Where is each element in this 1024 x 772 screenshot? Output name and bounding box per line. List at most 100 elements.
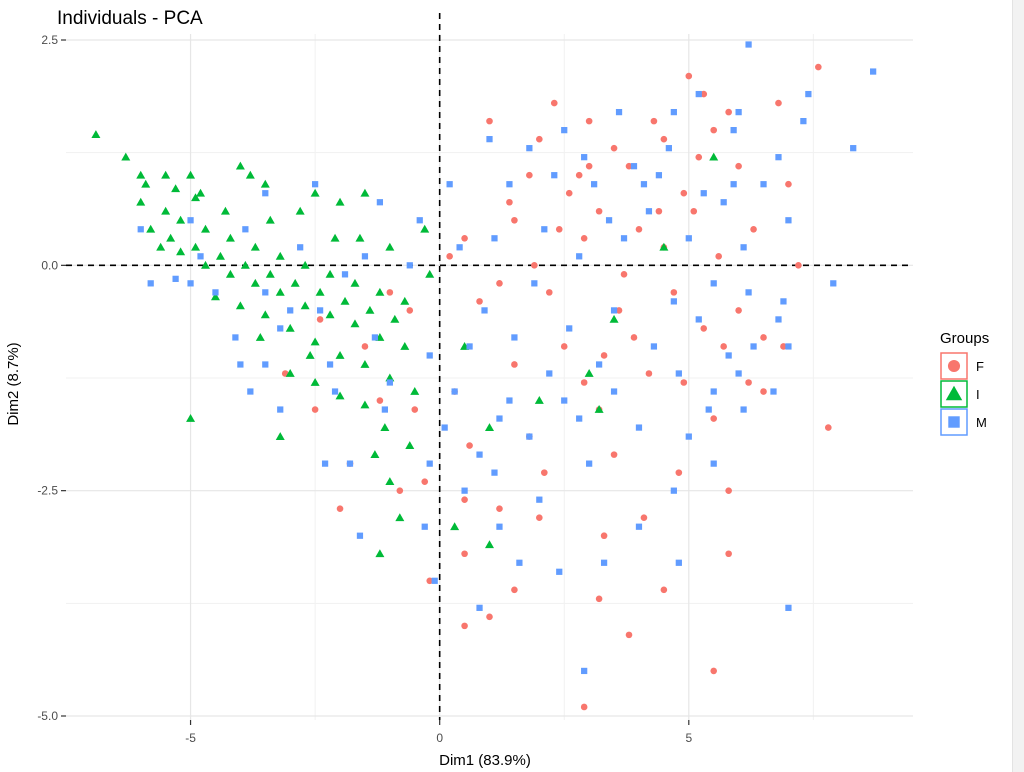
point-F [610, 451, 618, 458]
point-F [780, 343, 787, 350]
series-I [91, 130, 719, 558]
point-M [610, 388, 618, 395]
y-tick-label: 2.5 [41, 33, 58, 47]
point-M [316, 307, 324, 314]
point-M [476, 604, 483, 611]
point-M [670, 108, 677, 116]
point-F [555, 225, 563, 233]
point-F [625, 162, 633, 170]
point-M [486, 136, 493, 143]
point-F [585, 162, 593, 170]
point-F [446, 253, 453, 260]
vertical-scrollbar[interactable] [1012, 0, 1024, 772]
point-I [250, 278, 260, 287]
point-M [750, 343, 757, 350]
point-F [396, 487, 404, 494]
point-M [212, 289, 219, 296]
point-I [534, 396, 544, 404]
point-F [595, 207, 603, 215]
point-I [275, 287, 285, 296]
point-F [536, 514, 543, 522]
legend-label-F: F [976, 359, 984, 374]
point-M [381, 406, 388, 413]
point-I [405, 441, 415, 449]
point-M [361, 253, 369, 260]
point-I [325, 310, 335, 319]
point-M [456, 244, 463, 251]
point-I [161, 206, 171, 215]
point-I [215, 251, 225, 260]
point-I [300, 301, 310, 310]
point-M [376, 199, 384, 206]
point-I [709, 152, 719, 161]
point-F [725, 487, 732, 494]
point-M [262, 190, 269, 197]
point-I [285, 368, 295, 377]
point-M [531, 280, 538, 287]
point-F [750, 225, 757, 233]
legend-item-M: M [940, 408, 987, 436]
point-M [655, 172, 663, 179]
point-M [675, 559, 682, 566]
legend-marker-M [948, 416, 960, 428]
point-I [609, 314, 619, 323]
point-F [640, 514, 648, 522]
point-F [361, 343, 369, 350]
point-F [680, 379, 688, 386]
point-M [356, 532, 364, 539]
point-I [335, 197, 345, 206]
point-I [161, 170, 171, 179]
point-I [400, 296, 410, 305]
point-F [336, 505, 344, 512]
point-M [277, 325, 284, 332]
point-I [300, 260, 310, 269]
point-F [426, 577, 434, 585]
data-points [91, 41, 877, 711]
point-M [630, 163, 638, 170]
legend-item-F: F [940, 352, 984, 380]
point-M [760, 181, 767, 188]
point-M [705, 406, 712, 413]
point-I [310, 188, 320, 197]
point-F [580, 234, 588, 242]
point-I [400, 341, 410, 350]
point-M [605, 217, 613, 224]
point-I [355, 233, 365, 242]
point-I [360, 188, 370, 197]
point-F [700, 90, 708, 98]
point-M [586, 460, 593, 467]
point-I [375, 549, 385, 558]
point-M [670, 487, 677, 494]
point-I [485, 540, 494, 549]
point-M [481, 307, 488, 314]
point-M [536, 496, 543, 503]
point-M [595, 361, 603, 368]
point-M [780, 298, 787, 305]
point-I [310, 378, 320, 386]
point-F [795, 262, 802, 269]
point-F [825, 424, 832, 431]
point-F [476, 298, 483, 305]
point-I [235, 161, 245, 170]
point-F [496, 280, 503, 287]
point-F [710, 126, 718, 134]
point-M [237, 361, 244, 368]
legend-key-M [940, 408, 968, 436]
point-I [390, 314, 400, 323]
point-M [416, 217, 423, 224]
point-I [275, 432, 285, 440]
point-F [785, 180, 792, 188]
point-I [360, 400, 370, 409]
point-I [425, 269, 435, 278]
point-M [620, 235, 628, 242]
point-M [561, 397, 568, 404]
point-I [594, 405, 604, 413]
point-M [476, 451, 483, 458]
point-M [421, 523, 428, 530]
point-M [576, 253, 583, 260]
point-I [265, 269, 275, 278]
y-axis-label: Dim2 (8.7%) [5, 342, 22, 425]
point-M [346, 460, 354, 467]
series-F [281, 63, 832, 711]
point-F [700, 325, 708, 332]
